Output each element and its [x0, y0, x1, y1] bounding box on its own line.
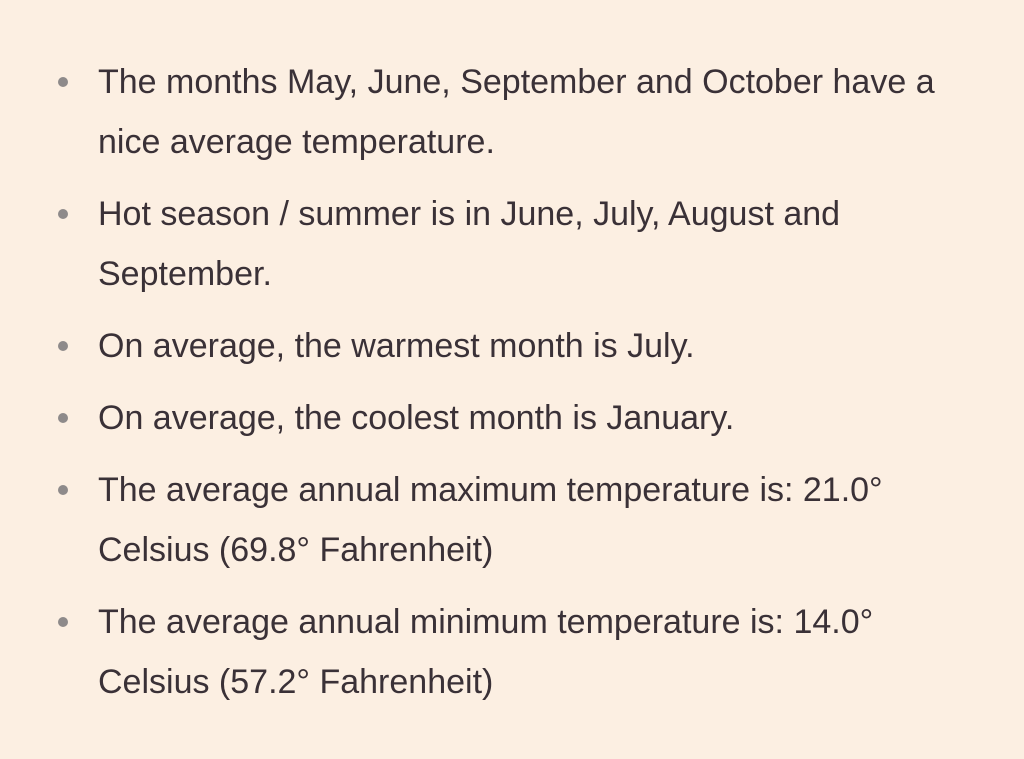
list-item: The average annual minimum temperature i…	[58, 592, 988, 712]
list-item: Hot season / summer is in June, July, Au…	[58, 184, 988, 304]
list-item: The average annual maximum temperature i…	[58, 460, 988, 580]
list-item: The months May, June, September and Octo…	[58, 52, 988, 172]
list-item: On average, the warmest month is July.	[58, 316, 988, 376]
list-item: On average, the coolest month is January…	[58, 388, 988, 448]
climate-list: The months May, June, September and Octo…	[58, 52, 988, 712]
